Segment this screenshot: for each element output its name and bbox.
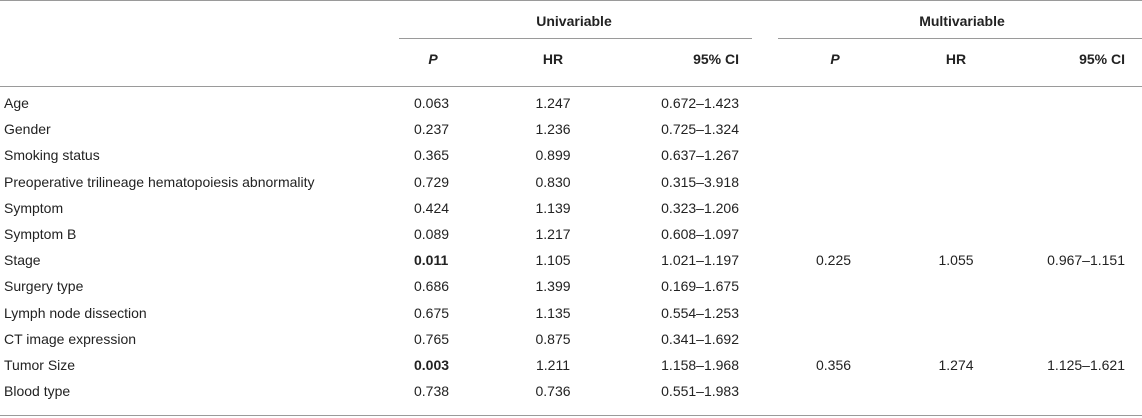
row-label: Smoking status [4,147,100,163]
row-label: Symptom [4,200,64,216]
uni-p-value: 0.765 [414,331,450,347]
col-header-uni-hr: HR [542,51,564,67]
multi-ci-value: 0.967–1.151 [1047,252,1125,268]
uni-hr-value: 1.211 [536,357,570,373]
multi-hr-value: 1.055 [938,252,974,268]
group-header-univariable: Univariable [536,13,612,29]
uni-ci-value: 0.323–1.206 [661,200,739,216]
uni-ci-value: 0.341–1.692 [661,331,739,347]
uni-p-value: 0.089 [414,226,450,242]
multi-ci-value: 1.125–1.621 [1047,357,1125,373]
group-underline-univariable [399,38,752,39]
multi-p-value: 0.356 [816,357,852,373]
col-header-multi-hr: HR [945,51,967,67]
col-header-uni-p: P [428,51,438,67]
row-label: Blood type [4,383,71,399]
uni-hr-value: 1.139 [535,200,571,216]
uni-p-value: 0.729 [414,174,450,190]
uni-p-value: 0.237 [414,121,450,137]
uni-ci-value: 0.672–1.423 [661,95,739,111]
uni-p-value: 0.738 [414,383,450,399]
uni-hr-value: 1.236 [535,121,571,137]
uni-hr-value: 1.247 [535,95,571,111]
col-header-uni-ci: 95% CI [693,51,739,67]
top-rule [0,0,1142,1]
uni-p-value: 0.063 [414,95,450,111]
row-label: Lymph node dissection [4,305,147,321]
uni-ci-value: 0.725–1.324 [661,121,739,137]
uni-hr-value: 1.135 [535,305,571,321]
uni-p-value: 0.424 [414,200,450,216]
uni-p-value: 0.675 [414,305,450,321]
row-label: Stage [4,252,41,268]
row-label: Symptom B [4,226,77,242]
uni-hr-value: 0.875 [535,331,571,347]
uni-hr-value: 0.736 [535,383,571,399]
uni-ci-value: 0.169–1.675 [661,278,739,294]
uni-p-value: 0.011 [414,252,449,268]
uni-ci-value: 1.158–1.968 [661,357,739,373]
uni-p-value: 0.003 [414,357,450,373]
group-header-multivariable: Multivariable [919,13,1005,29]
col-header-multi-p: P [830,51,840,67]
header-rule [0,86,1142,87]
uni-ci-value: 0.315–3.918 [661,174,739,190]
row-label: Gender [4,121,51,137]
row-label: Tumor Size [4,357,76,373]
row-label: CT image expression [4,331,137,347]
group-underline-multivariable [778,38,1142,39]
row-label: Age [4,95,29,111]
row-label: Surgery type [4,278,84,294]
row-label: Preoperative trilineage hematopoiesis ab… [4,174,315,190]
uni-p-value: 0.365 [414,147,450,163]
uni-ci-value: 0.551–1.983 [661,383,739,399]
uni-hr-value: 1.217 [535,226,571,242]
bottom-rule [0,415,1142,416]
multi-hr-value: 1.274 [938,357,974,373]
uni-ci-value: 0.554–1.253 [661,305,739,321]
uni-hr-value: 1.105 [535,252,571,268]
uni-hr-value: 1.399 [535,278,571,294]
uni-p-value: 0.686 [414,278,450,294]
col-header-multi-ci: 95% CI [1079,51,1125,67]
uni-ci-value: 0.608–1.097 [661,226,739,242]
uni-ci-value: 1.021–1.197 [661,252,739,268]
uni-hr-value: 0.899 [535,147,571,163]
uni-ci-value: 0.637–1.267 [661,147,739,163]
multi-p-value: 0.225 [816,252,852,268]
uni-hr-value: 0.830 [535,174,571,190]
